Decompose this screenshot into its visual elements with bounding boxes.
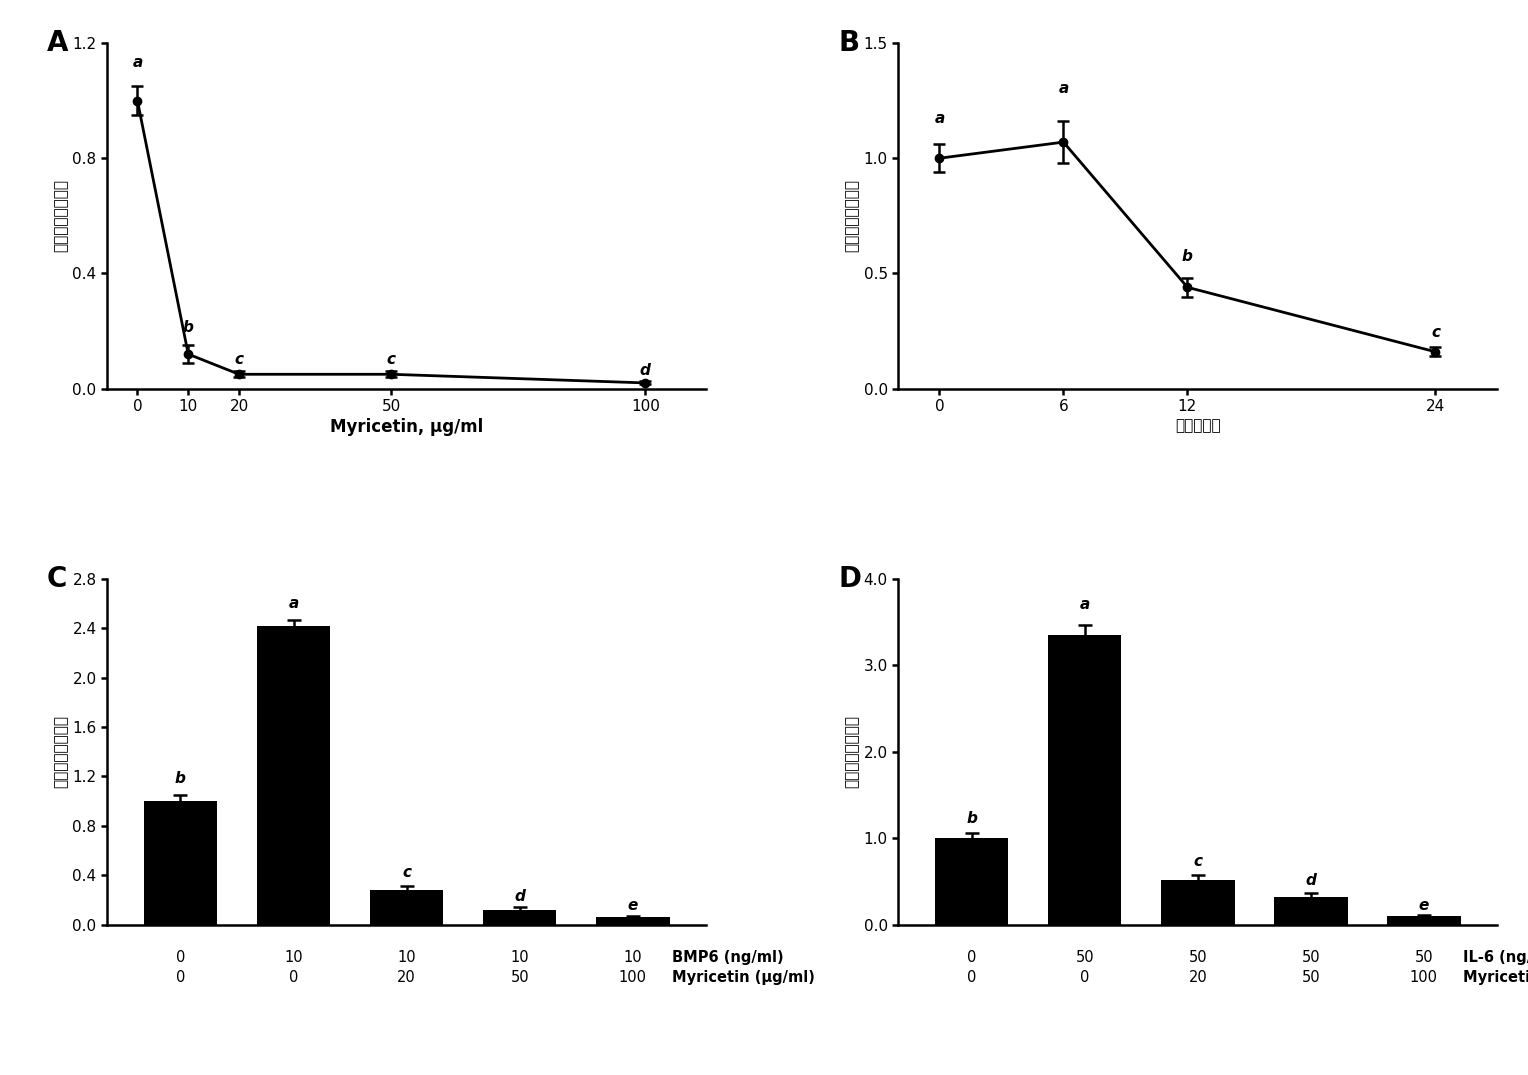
Text: e: e — [1418, 899, 1429, 914]
Bar — [370, 890, 443, 924]
Bar — [1274, 897, 1348, 924]
Text: 0: 0 — [967, 971, 976, 986]
Text: 50: 50 — [510, 971, 529, 986]
Text: d: d — [515, 889, 526, 903]
Text: D: D — [839, 565, 862, 593]
Text: 0: 0 — [176, 971, 185, 986]
Y-axis label: 相对荧光素酶活性: 相对荧光素酶活性 — [53, 715, 69, 788]
Bar — [483, 909, 556, 924]
Text: d: d — [1305, 873, 1316, 888]
Text: 0: 0 — [289, 971, 298, 986]
X-axis label: 时间，小时: 时间，小时 — [1175, 418, 1221, 433]
Y-axis label: 相对荧光素酶活性: 相对荧光素酶活性 — [845, 180, 859, 253]
Text: A: A — [47, 29, 69, 57]
Text: a: a — [289, 596, 298, 611]
Text: 0: 0 — [176, 949, 185, 964]
Text: b: b — [966, 811, 976, 826]
Text: BMP6 (ng/ml): BMP6 (ng/ml) — [672, 949, 784, 964]
Text: B: B — [839, 29, 859, 57]
Text: 50: 50 — [1415, 949, 1433, 964]
Text: 10: 10 — [284, 949, 303, 964]
Bar — [257, 626, 330, 924]
Text: c: c — [402, 865, 411, 880]
Bar — [144, 801, 217, 924]
Text: 50: 50 — [1189, 949, 1207, 964]
Text: c: c — [387, 353, 396, 367]
Text: 50: 50 — [1076, 949, 1094, 964]
Text: 100: 100 — [619, 971, 646, 986]
Bar — [1048, 635, 1122, 924]
Text: b: b — [1183, 249, 1193, 264]
Y-axis label: 相对荧光素酶活性: 相对荧光素酶活性 — [845, 715, 859, 788]
Text: 50: 50 — [1302, 949, 1320, 964]
Text: 0: 0 — [967, 949, 976, 964]
Text: 50: 50 — [1302, 971, 1320, 986]
Text: c: c — [234, 353, 243, 367]
Text: e: e — [628, 899, 639, 914]
Bar — [1387, 916, 1461, 924]
Text: 0: 0 — [1080, 971, 1089, 986]
Y-axis label: 相对荧光素酶活性: 相对荧光素酶活性 — [53, 180, 69, 253]
Text: 100: 100 — [1410, 971, 1438, 986]
Text: C: C — [47, 565, 67, 593]
Bar — [596, 917, 669, 924]
X-axis label: Myricetin, μg/ml: Myricetin, μg/ml — [330, 418, 483, 436]
Text: c: c — [1430, 326, 1439, 341]
Text: a: a — [1080, 597, 1089, 612]
Text: IL-6 (ng/ml): IL-6 (ng/ml) — [1462, 949, 1528, 964]
Text: 10: 10 — [623, 949, 642, 964]
Bar — [1161, 879, 1235, 924]
Text: Myricetin (μg/ml): Myricetin (μg/ml) — [672, 971, 814, 986]
Bar — [935, 838, 1008, 924]
Text: d: d — [640, 363, 651, 378]
Text: a: a — [934, 111, 944, 126]
Text: a: a — [133, 56, 142, 70]
Text: 20: 20 — [1189, 971, 1207, 986]
Text: b: b — [176, 771, 186, 786]
Text: 10: 10 — [397, 949, 416, 964]
Text: 20: 20 — [397, 971, 416, 986]
Text: a: a — [1059, 81, 1068, 96]
Text: 10: 10 — [510, 949, 529, 964]
Text: b: b — [183, 320, 194, 335]
Text: Myricetin (μg/ml): Myricetin (μg/ml) — [1462, 971, 1528, 986]
Text: c: c — [1193, 855, 1203, 870]
